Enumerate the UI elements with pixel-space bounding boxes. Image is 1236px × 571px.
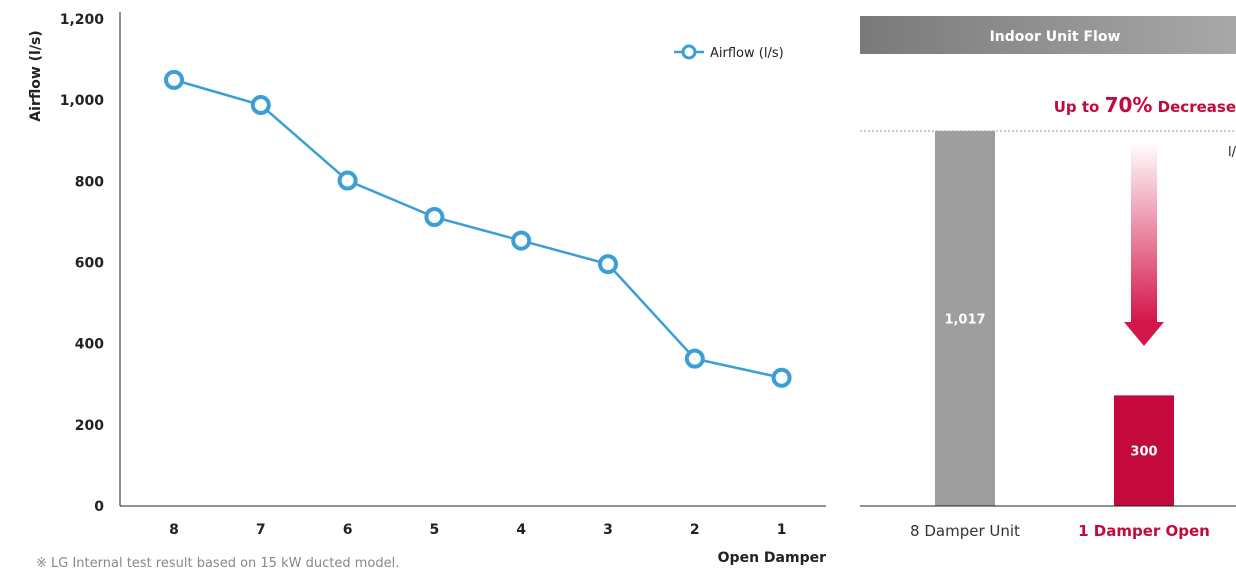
airflow-series-points (164, 69, 792, 388)
y-tick-label: 0 (94, 499, 104, 515)
x-tick-label: 6 (343, 522, 353, 538)
x-tick-label: 8 (169, 522, 179, 538)
x-tick-label: 2 (690, 522, 700, 538)
line-chart: 0 200 400 600 800 1,000 1,200 8 7 6 5 4 3 2 1 Airflow… (28, 12, 826, 566)
data-point (337, 170, 358, 191)
data-point (511, 230, 532, 251)
legend-label: Airflow (l/s) (710, 46, 784, 61)
annotation-prefix: Up to (1054, 98, 1105, 116)
legend-marker (681, 44, 697, 60)
footnote: ※ LG Internal test result based on 15 kW… (36, 556, 400, 571)
bar-category-label: 1 Damper Open (1078, 522, 1210, 540)
x-tick-label: 5 (430, 522, 440, 538)
data-point (424, 207, 445, 228)
x-tick-label: 7 (256, 522, 266, 538)
data-point (598, 254, 618, 275)
y-tick-label: 1,200 (60, 12, 105, 28)
bar-category-label: 8 Damper Unit (910, 522, 1020, 540)
y-axis-title: Airflow (l/s) (28, 30, 44, 121)
data-point (771, 367, 792, 388)
x-tick-label: 4 (516, 522, 526, 538)
y-tick-label: 800 (75, 174, 104, 190)
y-tick-labels: 0 200 400 600 800 1,000 1,200 (60, 12, 105, 515)
x-tick-label: 1 (777, 522, 787, 538)
decrease-annotation: Up to 70% Decrease (1054, 93, 1236, 117)
x-axis-title: Open Damper (718, 550, 826, 566)
decrease-arrow-icon (1124, 142, 1164, 346)
bar-value-label: 1,017 (944, 313, 985, 328)
airflow-series-line (173, 78, 782, 379)
y-tick-label: 600 (75, 256, 104, 272)
annotation-suffix: Decrease (1152, 98, 1236, 116)
bar (1114, 395, 1174, 506)
bars: 1,017 300 (935, 131, 1174, 506)
y-tick-label: 400 (75, 337, 104, 353)
bar-value-label: 300 (1130, 445, 1157, 460)
bar-chart: Indoor Unit Flow Up to 70% Decrease l/ 1… (860, 16, 1236, 540)
data-point (250, 95, 271, 116)
annotation-value: 70% (1105, 93, 1153, 117)
x-tick-label: 3 (603, 522, 613, 538)
x-tick-labels: 8 7 6 5 4 3 2 1 (169, 522, 786, 538)
data-point (684, 348, 705, 369)
legend: Airflow (l/s) (674, 44, 784, 61)
y-tick-label: 200 (75, 418, 104, 434)
title-bar (860, 16, 1236, 54)
data-point (164, 69, 184, 90)
unit-label: l/ (1228, 145, 1236, 160)
bar-chart-title: Indoor Unit Flow (990, 29, 1121, 45)
bar (935, 131, 995, 506)
bar-category-labels: 8 Damper Unit 1 Damper Open (910, 522, 1210, 540)
y-tick-label: 1,000 (60, 93, 105, 109)
